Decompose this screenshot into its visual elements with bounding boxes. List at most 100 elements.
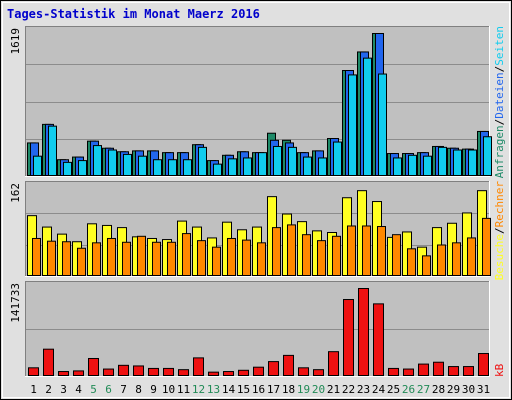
- bar-rechner-day-12: [197, 240, 206, 276]
- bar-kb-day-20: [313, 369, 324, 377]
- bar-seiten-day-14: [228, 158, 237, 177]
- bar-kb-day-8: [133, 365, 144, 377]
- day-label: 8: [135, 383, 142, 396]
- bar-seiten-day-31: [483, 136, 492, 177]
- bar-kb-day-28: [433, 361, 444, 377]
- bar-kb-day-2: [43, 348, 54, 377]
- day-label: 11: [177, 383, 190, 396]
- day-label: 18: [282, 383, 295, 396]
- legend-separator: /: [493, 119, 506, 126]
- day-label: 14: [222, 383, 236, 396]
- bar-kb-day-25: [388, 367, 399, 377]
- day-label: 4: [75, 383, 82, 396]
- bar-seiten-day-7: [123, 153, 132, 177]
- bar-rechner-day-18: [287, 224, 296, 277]
- bar-rechner-day-22: [347, 225, 356, 276]
- day-label: 31: [477, 383, 490, 396]
- bar-seiten-day-17: [273, 145, 282, 176]
- bar-kb-day-31: [478, 353, 489, 376]
- bar-rechner-day-29: [452, 242, 461, 276]
- bar-rechner-day-14: [227, 237, 236, 277]
- bar-seiten-day-5: [93, 145, 102, 177]
- bar-rechner-day-1: [32, 237, 41, 277]
- day-label: 23: [357, 383, 370, 396]
- bar-rechner-day-7: [122, 241, 131, 276]
- legend-entry-kb: kB: [493, 363, 506, 377]
- bar-rechner-day-27: [422, 255, 431, 277]
- bar-kb-day-4: [73, 370, 84, 376]
- day-label: 7: [120, 383, 127, 396]
- chart-legends: Anfragen/Dateien/Seiten Besuche / Rechner kB: [493, 26, 506, 377]
- day-label: 25: [387, 383, 400, 396]
- bar-seiten-day-27: [423, 155, 432, 177]
- bar-kb-day-24: [373, 303, 384, 376]
- bar-seiten-day-12: [198, 146, 207, 176]
- day-label: 21: [327, 383, 340, 396]
- y-max-label-top: 1619: [9, 28, 22, 55]
- day-label: 16: [252, 383, 265, 396]
- legend-entry-besuche: Besuche: [493, 234, 506, 280]
- bar-rechner-day-3: [62, 241, 71, 277]
- bar-rechner-day-20: [317, 240, 326, 276]
- bar-kb-day-10: [163, 367, 174, 377]
- bar-kb-day-19: [298, 367, 309, 376]
- bar-kb-day-22: [343, 299, 354, 376]
- day-label: 2: [45, 383, 52, 396]
- bar-seiten-day-18: [288, 146, 297, 176]
- day-label: 9: [150, 383, 157, 396]
- bar-seiten-day-24: [378, 73, 387, 176]
- bar-rechner-day-17: [272, 227, 281, 277]
- bar-seiten-day-23: [363, 57, 372, 176]
- bar-seiten-day-22: [348, 74, 357, 176]
- bar-seiten-day-4: [78, 160, 87, 177]
- bar-kb-day-7: [118, 364, 129, 377]
- bar-rechner-day-30: [467, 237, 476, 276]
- bar-rechner-day-8: [137, 235, 146, 277]
- bar-rechner-day-15: [242, 239, 251, 276]
- day-label: 13: [207, 383, 220, 396]
- bar-seiten-day-26: [408, 154, 417, 176]
- bar-rechner-day-23: [362, 225, 371, 276]
- bar-kb-day-1: [28, 367, 39, 376]
- bar-seiten-day-19: [303, 156, 312, 176]
- bar-kb-day-23: [358, 288, 369, 376]
- bar-rechner-day-11: [182, 233, 191, 277]
- panel-bottom: [25, 281, 490, 377]
- day-label: 29: [447, 383, 460, 396]
- day-label: 22: [342, 383, 355, 396]
- bar-seiten-day-20: [318, 157, 327, 176]
- bar-kb-day-12: [193, 357, 204, 376]
- day-label: 17: [267, 383, 280, 396]
- bar-kb-day-16: [253, 366, 264, 376]
- bar-kb-day-11: [178, 369, 189, 377]
- legend-top: Anfragen/Dateien/Seiten: [493, 26, 506, 178]
- day-label: 15: [237, 383, 250, 396]
- y-axis-labels: 1619 162 141733: [9, 28, 22, 323]
- bar-rechner-day-13: [212, 246, 221, 277]
- legend-entry-rechner: Rechner: [493, 181, 506, 228]
- bar-kb-day-13: [208, 371, 219, 377]
- bar-kb-day-27: [418, 363, 429, 376]
- y-max-label-bottom: 141733: [9, 283, 22, 323]
- bar-seiten-day-15: [243, 157, 252, 176]
- legend-separator: /: [493, 66, 506, 73]
- bar-kb-day-15: [238, 369, 249, 376]
- bar-seiten-day-29: [453, 149, 462, 177]
- bar-seiten-day-25: [393, 157, 402, 176]
- bar-rechner-day-21: [332, 235, 341, 277]
- bar-seiten-day-16: [258, 152, 267, 177]
- day-label: 5: [90, 383, 97, 396]
- y-max-label-mid: 162: [9, 183, 22, 203]
- bar-rechner-day-6: [107, 237, 116, 277]
- bar-kb-day-26: [403, 368, 414, 377]
- legend-entry-dateien: Dateien: [493, 72, 506, 118]
- day-label: 19: [297, 383, 310, 396]
- bar-kb-day-6: [103, 368, 114, 377]
- legend-entry-seiten: Seiten: [493, 26, 506, 66]
- day-label: 30: [462, 383, 475, 396]
- bar-kb-day-30: [463, 366, 474, 376]
- legend-entry-anfragen: Anfragen: [493, 125, 506, 178]
- legend-bottom: kB: [493, 363, 506, 377]
